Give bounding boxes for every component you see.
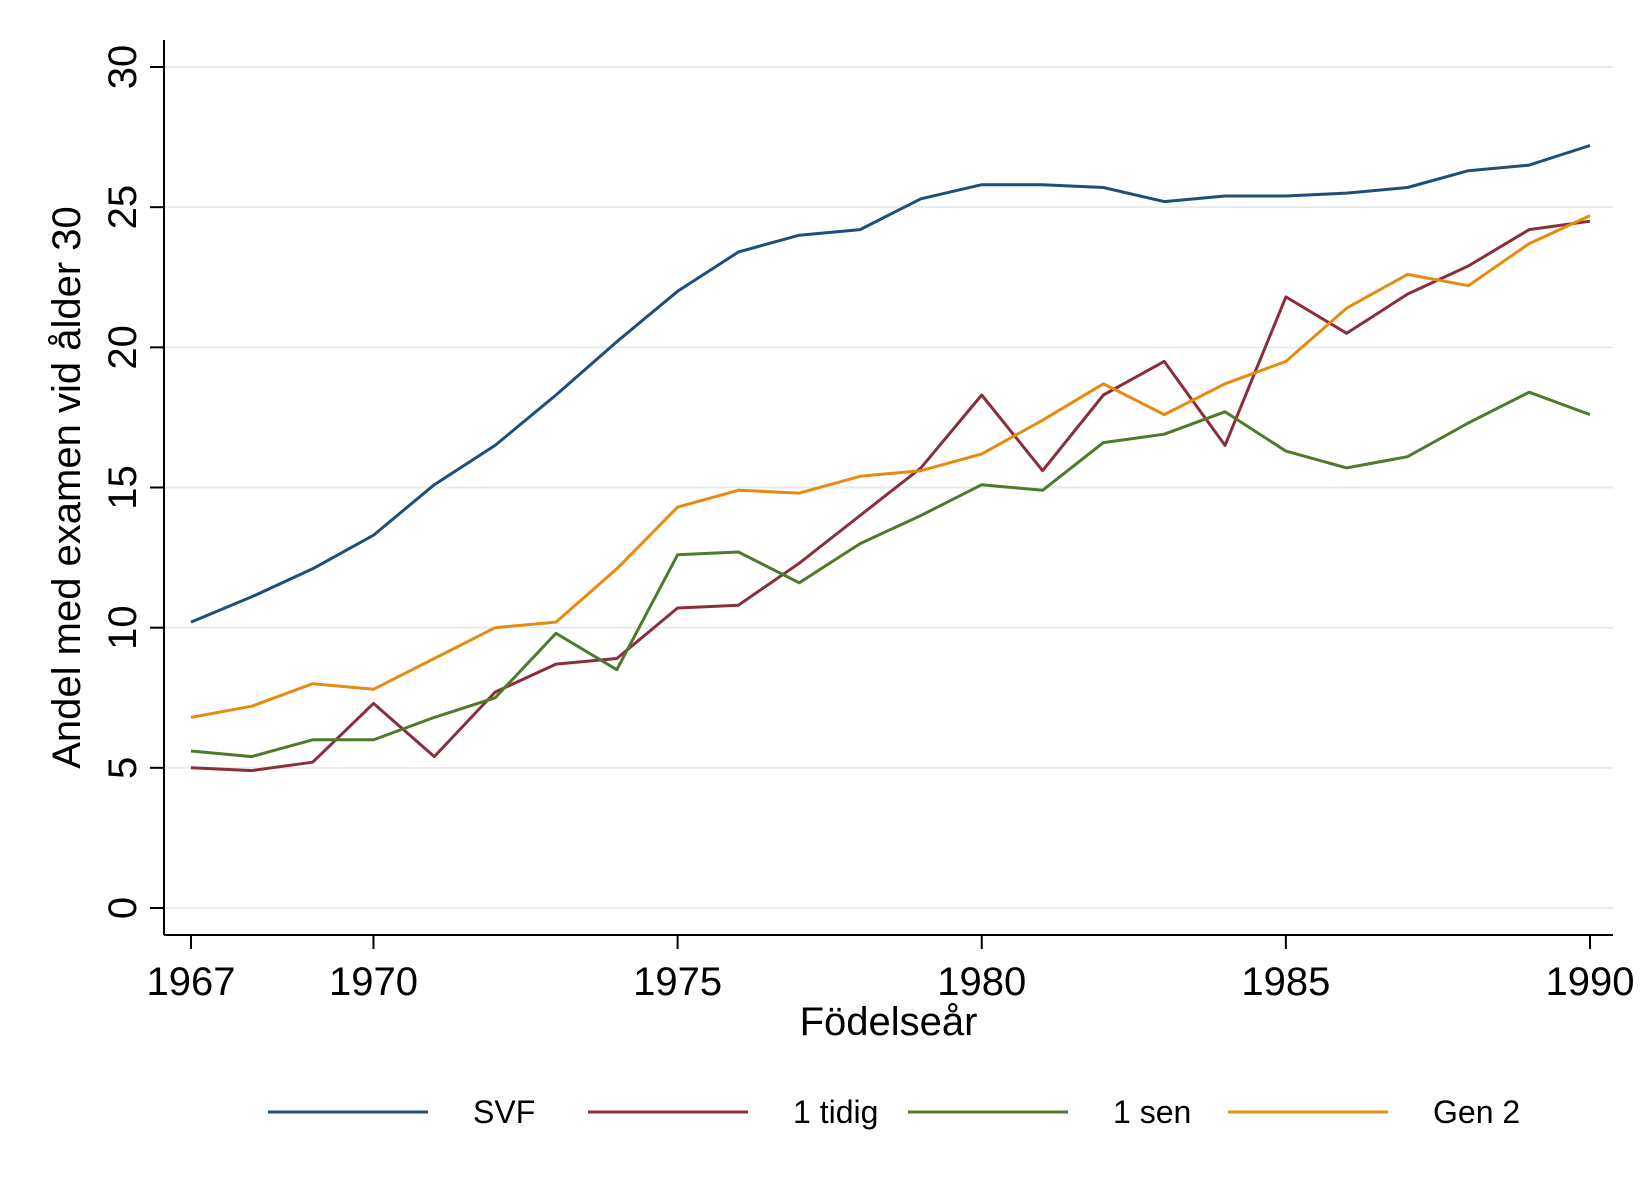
x-tick-label: 1967 — [147, 960, 236, 1004]
x-tick-label: 1990 — [1546, 960, 1635, 1004]
legend-item-gen-2: Gen 2 — [1228, 1094, 1520, 1130]
y-axis-title: Andel med examen vid ålder 30 — [45, 206, 89, 769]
legend: SVF 1 tidig 1 sen Gen 2 — [268, 1094, 1520, 1130]
x-tick-label: 1985 — [1241, 960, 1330, 1004]
x-tick-labels: 1967 1970 1975 1980 1985 1990 — [147, 960, 1635, 1004]
y-tick-label: 30 — [101, 45, 145, 90]
y-tick-label: 20 — [101, 325, 145, 370]
y-tick-label: 15 — [101, 465, 145, 510]
legend-label-1-sen: 1 sen — [1113, 1094, 1191, 1130]
legend-label-1-tidig: 1 tidig — [793, 1094, 878, 1130]
series-line-1-sen — [190, 390, 1591, 759]
axes — [150, 40, 1613, 949]
y-tick-label: 10 — [101, 605, 145, 650]
y-tick-labels: 0 5 10 15 20 25 30 — [101, 45, 145, 919]
x-axis-title: Födelseår — [800, 1000, 978, 1044]
series-line-1-tidig — [190, 219, 1591, 773]
y-tick-label: 25 — [101, 185, 145, 230]
y-tick-label: 5 — [101, 757, 145, 779]
legend-item-1-tidig: 1 tidig — [588, 1094, 878, 1130]
legend-item-1-sen: 1 sen — [908, 1094, 1191, 1130]
legend-item-svf: SVF — [268, 1094, 535, 1130]
y-tick-label: 0 — [101, 897, 145, 919]
series-line-gen-2 — [190, 214, 1591, 719]
x-tick-label: 1980 — [937, 960, 1026, 1004]
series-line-svf — [190, 144, 1591, 624]
series-lines — [190, 144, 1591, 773]
grid-lines — [164, 66, 1613, 909]
legend-label-svf: SVF — [473, 1094, 535, 1130]
x-tick-label: 1975 — [633, 960, 722, 1004]
x-tick-label: 1970 — [329, 960, 418, 1004]
legend-label-gen-2: Gen 2 — [1433, 1094, 1520, 1130]
